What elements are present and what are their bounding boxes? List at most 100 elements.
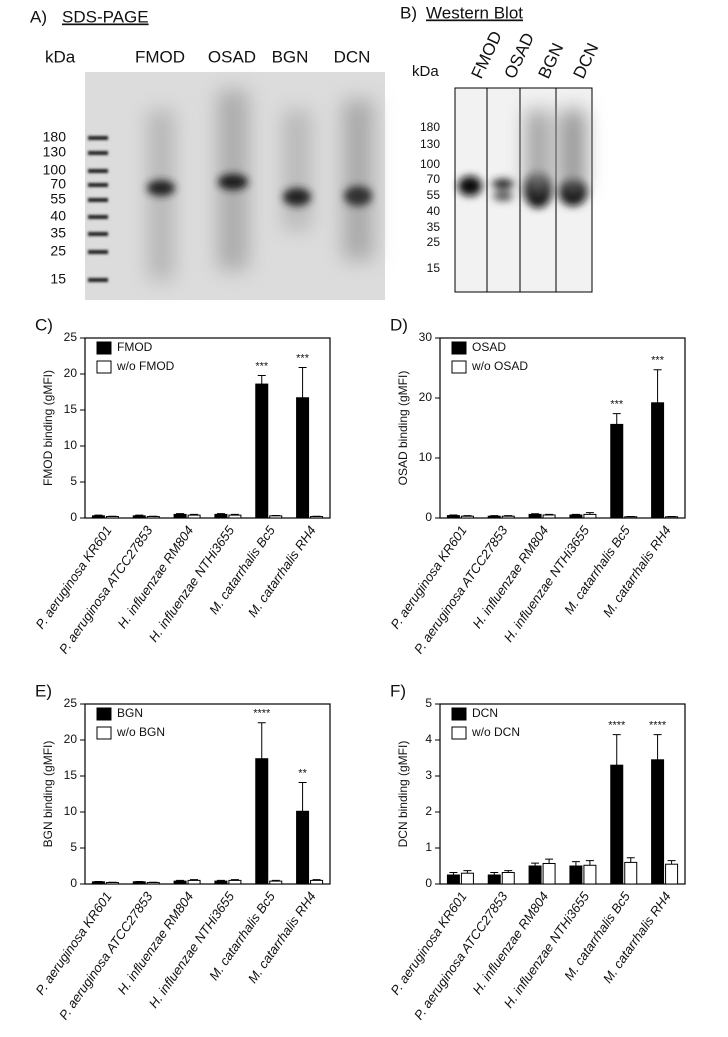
bar xyxy=(460,872,474,885)
marker-label: 25 xyxy=(427,235,441,249)
error-bar xyxy=(298,367,307,398)
x-tick-label: P. aeruginosa KR601 xyxy=(32,523,114,631)
marker-label: 130 xyxy=(43,144,67,160)
x-tick-label: P. aeruginosa KR601 xyxy=(387,889,469,997)
y-tick-label: 5 xyxy=(425,696,432,710)
error-bar xyxy=(230,879,239,881)
y-tick-label: 0 xyxy=(70,510,77,524)
error-bar xyxy=(545,513,554,515)
y-tick-label: 4 xyxy=(425,732,432,746)
significance: *** xyxy=(255,360,269,372)
error-bar xyxy=(94,514,103,516)
y-tick-label: 0 xyxy=(70,876,77,890)
bar xyxy=(173,513,187,519)
plot-frame xyxy=(439,337,686,519)
error-bar xyxy=(545,858,554,864)
legend-label: w/o OSAD xyxy=(471,359,528,373)
ladder-band xyxy=(88,136,108,140)
legend-label: OSAD xyxy=(472,340,506,354)
y-axis-label: OSAD binding (gMFI) xyxy=(396,371,410,486)
bar xyxy=(528,865,542,885)
gel-title: SDS-PAGE xyxy=(62,7,149,26)
error-bar xyxy=(585,860,594,866)
y-tick-label: 5 xyxy=(70,840,77,854)
marker-label: 35 xyxy=(427,220,441,234)
legend-swatch xyxy=(96,360,112,374)
lane-label: BGN xyxy=(272,47,309,66)
bar xyxy=(310,879,324,885)
error-bar xyxy=(216,879,225,882)
error-bar xyxy=(504,870,513,873)
blot-smears xyxy=(527,110,584,190)
significance: *** xyxy=(610,399,624,411)
bar xyxy=(610,764,624,885)
lane-label: DCN xyxy=(569,40,602,81)
bar xyxy=(296,810,310,885)
error-bar xyxy=(298,781,307,812)
legend-swatch xyxy=(451,341,467,355)
legend-swatch xyxy=(96,707,112,721)
bar xyxy=(446,515,460,519)
legend-label: w/o FMOD xyxy=(116,359,175,373)
bar xyxy=(569,865,583,885)
error-bar xyxy=(190,513,199,516)
bar xyxy=(310,516,324,519)
bar xyxy=(610,423,624,519)
gel-bands xyxy=(147,174,372,206)
y-tick-label: 1 xyxy=(425,840,432,854)
significance: ** xyxy=(298,767,307,779)
bar xyxy=(446,874,460,885)
x-tick-label: H. influenzae RM804 xyxy=(114,523,196,631)
error-bar xyxy=(257,722,266,759)
legend-swatch xyxy=(96,726,112,740)
bar xyxy=(132,881,146,885)
lane-label: DCN xyxy=(334,47,371,66)
bar xyxy=(214,880,228,885)
bar xyxy=(651,759,665,885)
legend-swatch xyxy=(451,360,467,374)
bar xyxy=(269,880,283,885)
plot-frame xyxy=(84,337,331,519)
ladder-band xyxy=(88,198,108,202)
panel-label: A) xyxy=(30,7,47,26)
legend-label: w/o DCN xyxy=(471,725,520,739)
panel-label: B) xyxy=(400,3,417,22)
lane-label: OSAD xyxy=(500,30,538,82)
error-bar xyxy=(176,513,185,515)
legend-swatch xyxy=(451,726,467,740)
x-tick-label: H. influenzae RM804 xyxy=(114,889,196,997)
ladder-band xyxy=(88,278,108,282)
error-bar xyxy=(585,512,594,515)
marker-label: 180 xyxy=(43,129,67,145)
y-axis-label: DCN binding (gMFI) xyxy=(396,741,410,848)
bar xyxy=(460,515,474,519)
bar xyxy=(501,871,515,885)
ladder-band xyxy=(88,232,108,236)
significance: **** xyxy=(253,708,271,720)
plot-frame xyxy=(439,703,686,885)
marker-label: 130 xyxy=(420,137,440,151)
x-tick-label: H. influenzae RM804 xyxy=(469,889,551,997)
error-bar xyxy=(653,369,662,403)
ladder-band xyxy=(88,169,108,173)
blot-dividers xyxy=(486,88,557,292)
error-bar xyxy=(230,513,239,516)
bar xyxy=(146,516,160,519)
bar xyxy=(146,882,160,885)
bar xyxy=(501,515,515,519)
error-bar xyxy=(490,515,499,517)
lane-label: FMOD xyxy=(135,47,185,66)
bar xyxy=(487,874,501,885)
y-tick-label: 3 xyxy=(425,768,432,782)
marker-label: 25 xyxy=(50,243,66,259)
y-tick-label: 20 xyxy=(64,732,78,746)
marker-label: 40 xyxy=(427,204,441,218)
error-bar xyxy=(531,513,540,515)
bar xyxy=(583,864,597,885)
bar xyxy=(173,880,187,885)
bar xyxy=(105,516,119,519)
legend-label: DCN xyxy=(472,706,498,720)
bar xyxy=(569,514,583,519)
marker-label: 15 xyxy=(427,261,441,275)
